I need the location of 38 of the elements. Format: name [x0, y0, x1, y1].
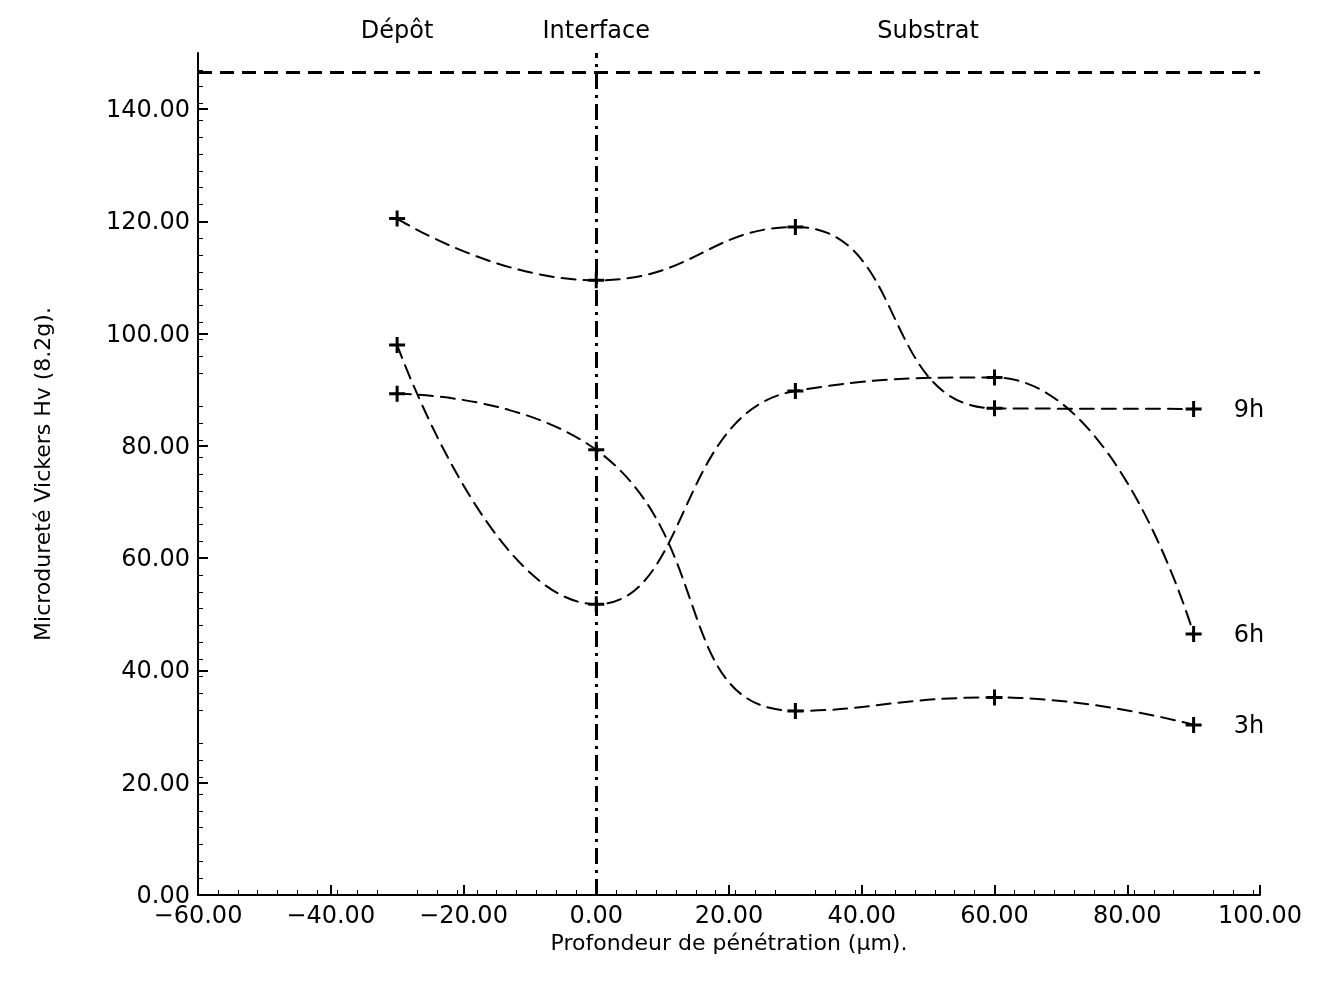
y-tick-label: 120.00	[106, 207, 190, 236]
series-label: 6h	[1233, 619, 1265, 648]
y-tick-label: 60.00	[121, 544, 190, 573]
point	[985, 687, 1004, 707]
x-tick-label: 40.00	[827, 901, 897, 929]
x-tick-label: 100.00	[1218, 901, 1302, 929]
x-tick-label: −20.00	[419, 901, 508, 929]
point	[586, 594, 606, 614]
point	[586, 270, 606, 290]
x-tick-label: 80.00	[1092, 901, 1162, 929]
point	[1184, 624, 1204, 644]
point	[785, 701, 805, 721]
text: Dépôt	[360, 16, 434, 44]
text: Substrat	[877, 16, 979, 44]
point	[785, 381, 805, 401]
point	[785, 217, 805, 237]
y-tick-label: 80.00	[121, 431, 190, 460]
point	[387, 335, 407, 355]
y-tick-label: 140.00	[106, 95, 190, 124]
x-tick-label: 0.00	[569, 901, 623, 929]
x-axis-title: Profondeur de pénétration (µm).	[550, 930, 908, 956]
x-tick-label: 20.00	[694, 901, 764, 929]
point	[387, 209, 407, 229]
text: Interface	[542, 16, 650, 44]
y-tick-label: 100.00	[106, 319, 190, 348]
series-label: 3h	[1233, 710, 1265, 739]
series-label: 9h	[1233, 394, 1265, 423]
point	[586, 440, 606, 460]
point	[985, 367, 1004, 387]
y-tick-label: 40.00	[121, 656, 190, 685]
y-axis-title: Microdureté Vickers Hv (8.2g).	[29, 307, 55, 641]
x-tick-label: −40.00	[286, 901, 376, 929]
x-tick-label: 60.00	[960, 901, 1029, 929]
point	[1184, 399, 1204, 419]
point	[1184, 715, 1204, 735]
y-tick-label: 20.00	[121, 768, 190, 797]
point	[985, 398, 1004, 418]
point	[387, 384, 407, 404]
